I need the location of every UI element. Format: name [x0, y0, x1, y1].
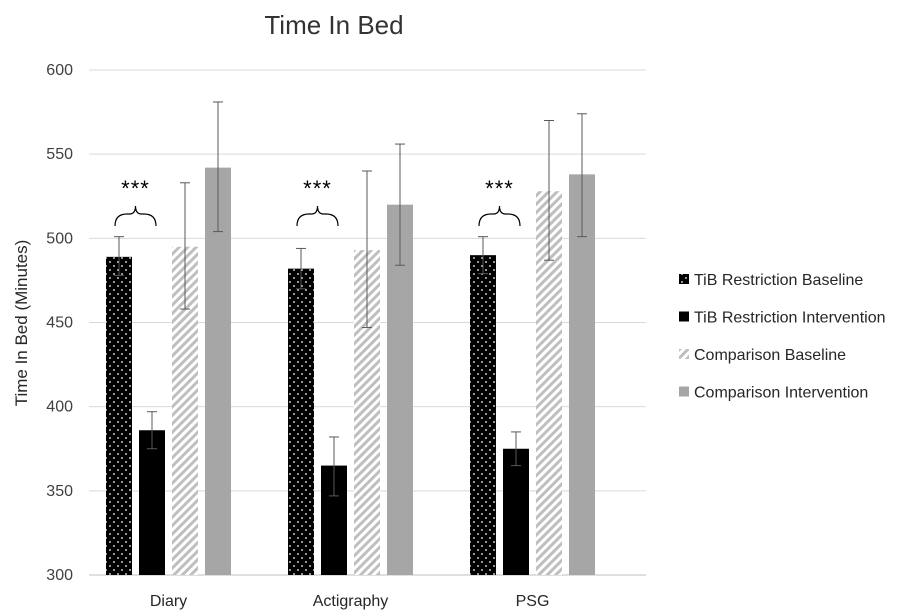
significance-bracket	[478, 205, 521, 227]
bar-1-2	[503, 448, 529, 575]
y-axis-label: Time In Bed (Minutes)	[12, 240, 31, 407]
significance-label: ***	[485, 176, 514, 201]
significance-label: ***	[121, 176, 150, 201]
y-tick-label: 300	[46, 567, 73, 584]
legend-swatch	[679, 274, 689, 284]
legend: TiB Restriction Baseline TiB Restriction …	[679, 272, 885, 402]
y-tick-label: 550	[46, 146, 73, 163]
error-bar	[147, 411, 157, 450]
legend-item: TiB Restriction Intervention	[679, 310, 885, 327]
legend-swatch	[679, 386, 689, 397]
significance-bracket	[114, 205, 157, 227]
x-category-label: PSG	[516, 593, 550, 610]
x-category-label: Actigraphy	[313, 593, 389, 610]
error-bar	[296, 247, 306, 290]
significance-label: ***	[303, 176, 332, 201]
bar-0-0	[106, 256, 132, 575]
significance-bracket	[296, 205, 339, 227]
error-bar	[544, 120, 554, 261]
bars	[106, 167, 595, 575]
error-bar	[577, 113, 587, 238]
legend-item: Comparison Intervention	[679, 385, 868, 402]
error-bar	[114, 236, 124, 276]
bar-3-2	[569, 174, 595, 575]
legend-label: TiB Restriction Intervention	[694, 310, 885, 327]
legend-item: Comparison Baseline	[679, 347, 846, 364]
bar-0-2	[470, 255, 496, 575]
legend-label: TiB Restriction Baseline	[694, 272, 863, 289]
error-bar	[478, 236, 488, 275]
y-tick-labels: 300 350 400 450 500 550 600	[46, 62, 73, 584]
legend-label: Comparison Intervention	[694, 385, 868, 402]
error-bar	[213, 101, 223, 233]
bar-3-0	[205, 167, 231, 575]
error-bar	[511, 431, 521, 467]
y-tick-label: 600	[46, 62, 73, 79]
x-category-label: Diary	[150, 593, 187, 610]
error-bar	[180, 182, 190, 310]
annotations: *** *** ***	[114, 176, 521, 227]
bar-3-1	[387, 204, 413, 575]
y-tick-label: 350	[46, 483, 73, 500]
error-bar	[329, 436, 339, 497]
y-tick-label: 450	[46, 315, 73, 332]
legend-swatch	[679, 311, 689, 322]
error-bar	[362, 170, 372, 329]
category-labels: Diary Actigraphy PSG	[150, 593, 550, 610]
error-bar	[395, 143, 405, 266]
bar-1-0	[139, 430, 165, 575]
bar-0-1	[288, 268, 314, 575]
legend-label: Comparison Baseline	[694, 347, 846, 364]
error-bars	[114, 101, 587, 497]
y-tick-label: 400	[46, 399, 73, 416]
legend-swatch	[679, 349, 689, 359]
y-tick-label: 500	[46, 230, 73, 247]
chart-title: Time In Bed	[264, 10, 403, 40]
legend-item: TiB Restriction Baseline	[679, 272, 863, 289]
